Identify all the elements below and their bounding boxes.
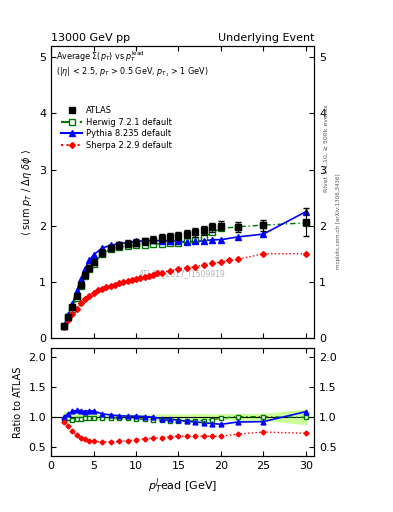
- X-axis label: $p_T^{l}$ead [GeV]: $p_T^{l}$ead [GeV]: [148, 476, 217, 496]
- Y-axis label: $\langle$ sum $p_T$ / $\Delta\eta$ $\delta\phi$ $\rangle$: $\langle$ sum $p_T$ / $\Delta\eta$ $\del…: [20, 148, 33, 236]
- Y-axis label: Ratio to ATLAS: Ratio to ATLAS: [13, 366, 23, 438]
- Text: mcplots.cern.ch [arXiv:1306.3436]: mcplots.cern.ch [arXiv:1306.3436]: [336, 174, 341, 269]
- Legend: ATLAS, Herwig 7.2.1 default, Pythia 8.235 default, Sherpa 2.2.9 default: ATLAS, Herwig 7.2.1 default, Pythia 8.23…: [58, 103, 175, 153]
- Text: 13000 GeV pp: 13000 GeV pp: [51, 33, 130, 42]
- Text: Average $\Sigma(p_T)$ vs $p_T^{\rm lead}$
($|\eta|$ < 2.5, $p_T$ > 0.5 GeV, $p_{: Average $\Sigma(p_T)$ vs $p_T^{\rm lead}…: [56, 49, 209, 79]
- Text: Rivet 3.1.10, ≥ 500k events: Rivet 3.1.10, ≥ 500k events: [324, 104, 329, 192]
- Text: ATLAS_2017_I1509919: ATLAS_2017_I1509919: [140, 269, 226, 278]
- Text: Underlying Event: Underlying Event: [218, 33, 314, 42]
